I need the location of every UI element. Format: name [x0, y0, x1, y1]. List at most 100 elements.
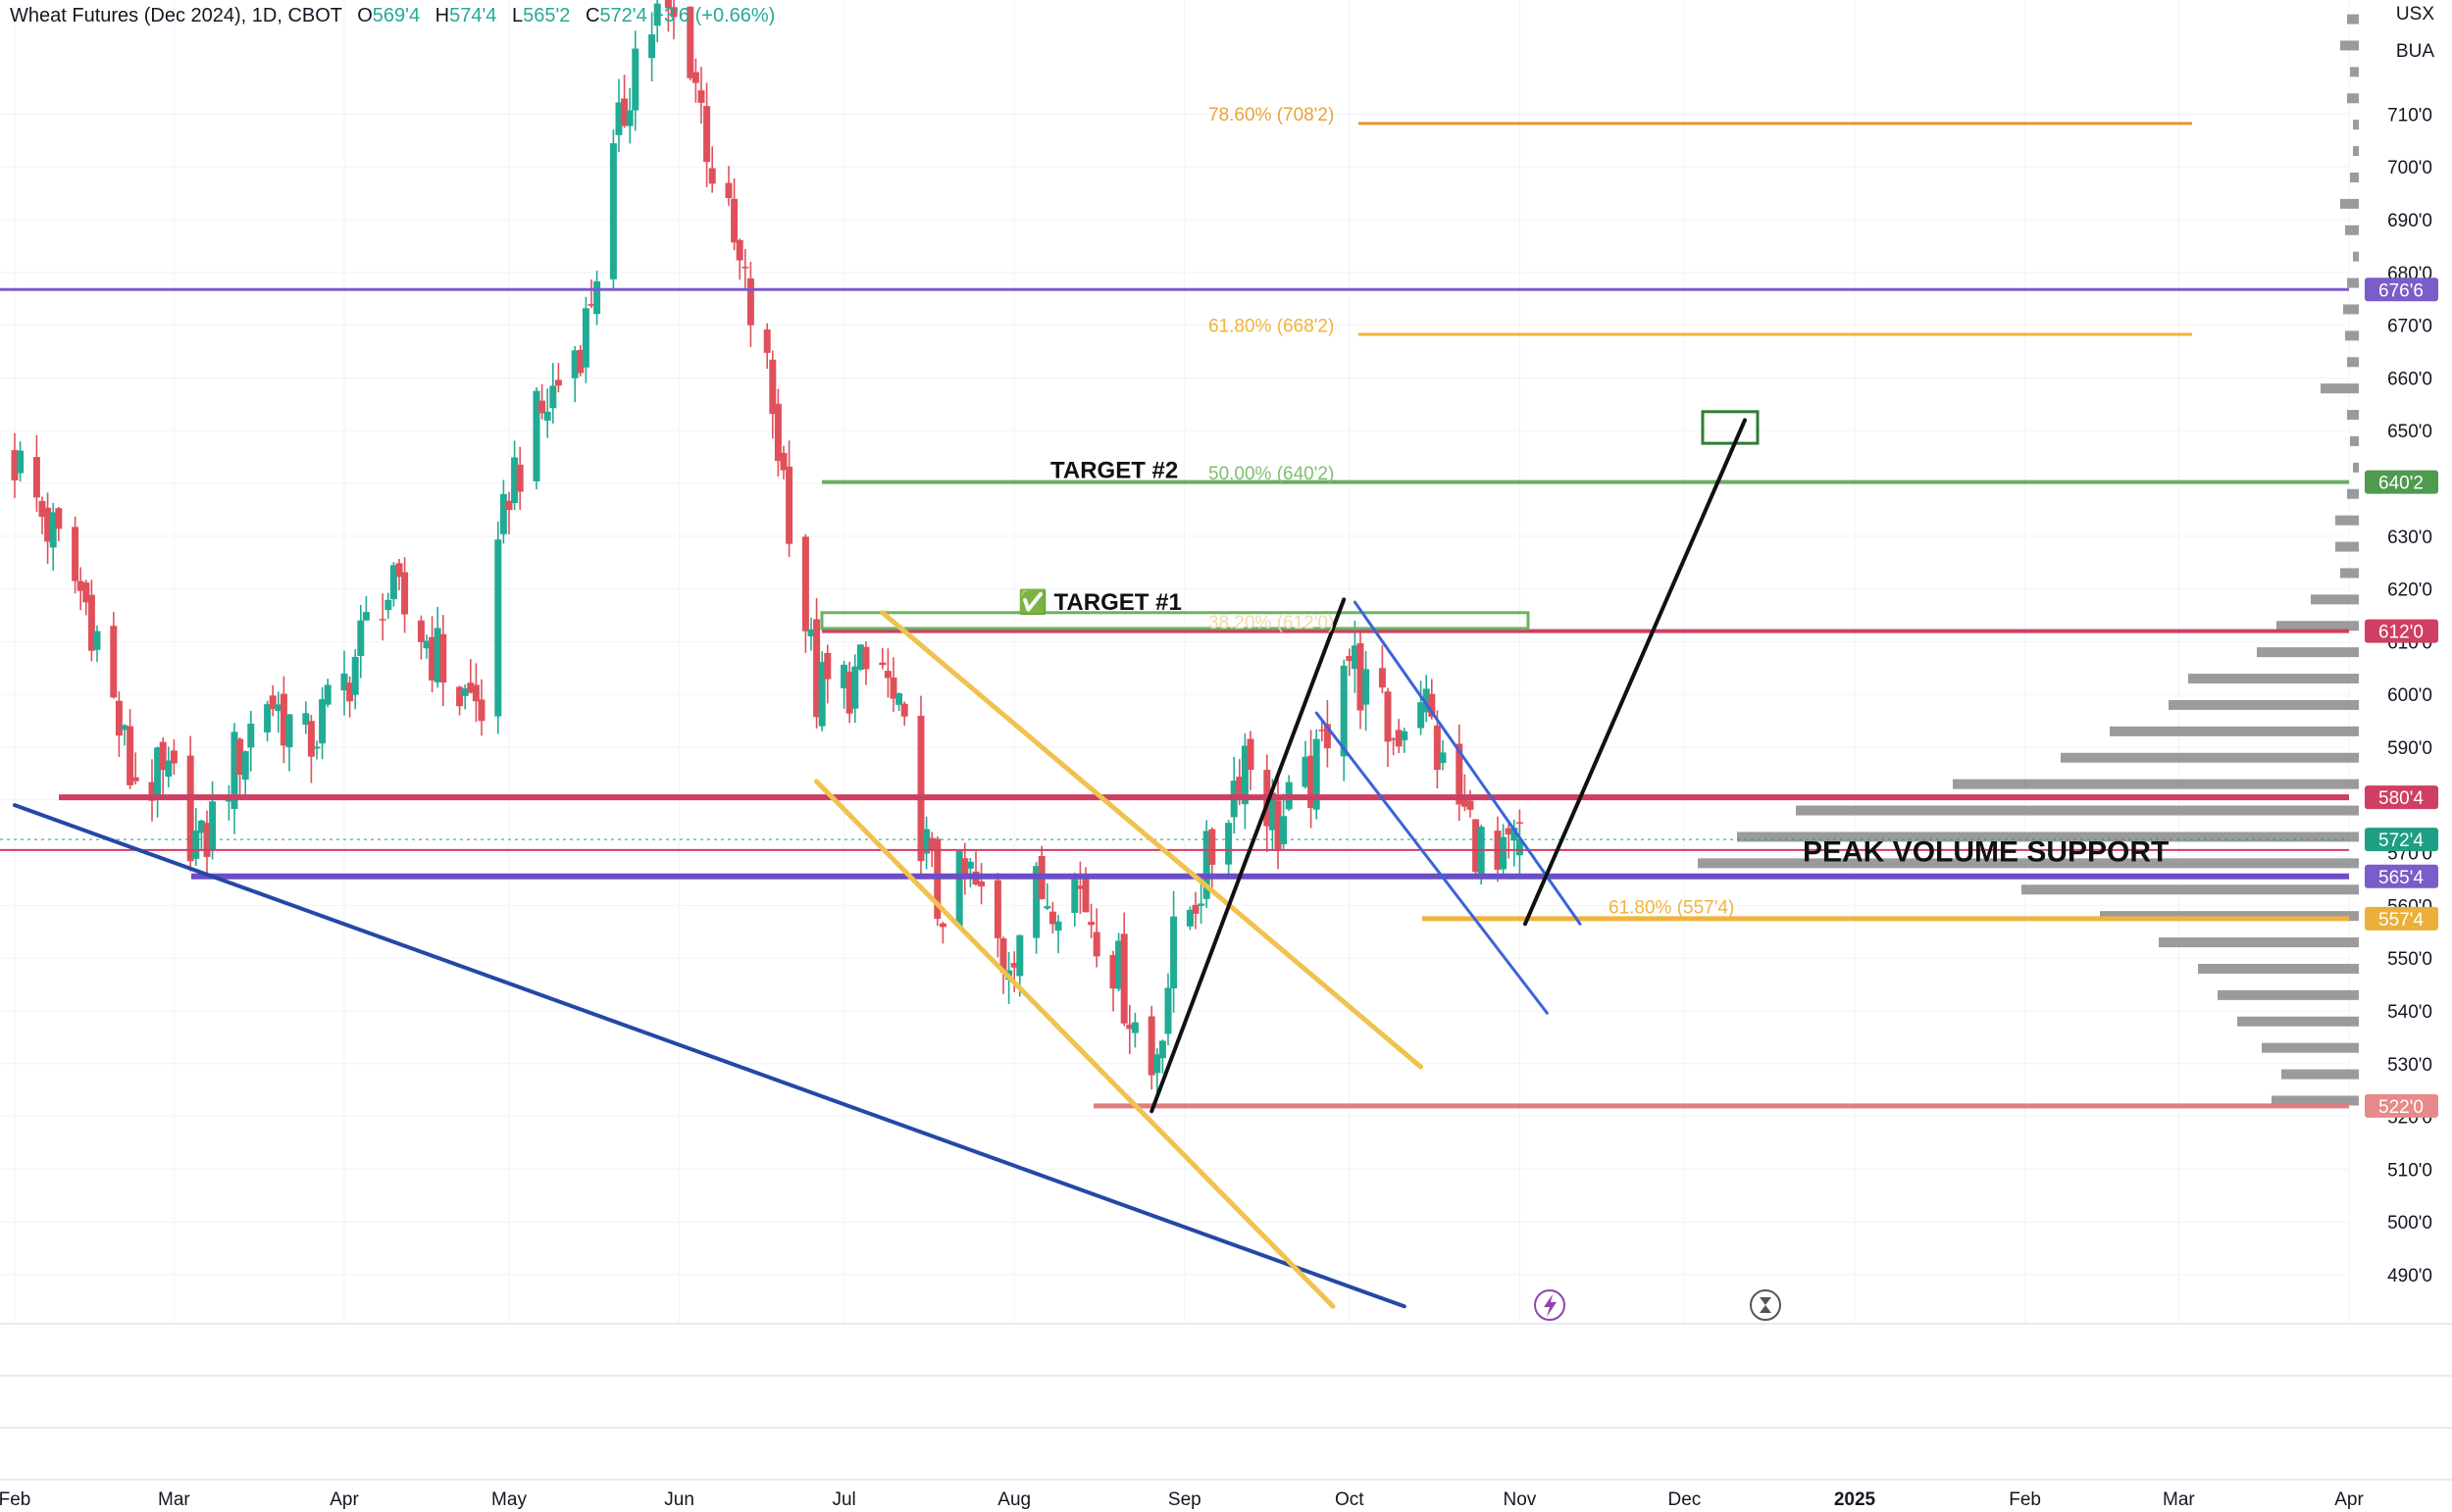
candle-body — [1153, 1054, 1161, 1074]
candle — [691, 58, 699, 103]
candle — [362, 596, 370, 622]
candle — [389, 562, 397, 607]
candle — [845, 661, 853, 724]
candle — [44, 492, 52, 565]
volume-bar — [2169, 699, 2365, 710]
volume-bar — [2188, 674, 2365, 684]
candle — [511, 440, 519, 511]
candle-body — [1082, 879, 1090, 913]
candle-body — [890, 677, 897, 699]
candle-body — [17, 450, 25, 474]
candle-body — [736, 239, 743, 261]
candle-body — [186, 755, 194, 862]
candle — [801, 533, 809, 653]
time-tick-label: Sep — [1168, 1489, 1201, 1510]
candle-body — [423, 640, 431, 649]
candle — [1346, 648, 1354, 677]
candle-body — [851, 666, 859, 709]
candle-body — [1268, 792, 1276, 831]
candle — [1378, 644, 1386, 694]
candle — [346, 676, 354, 718]
candle-body — [1033, 866, 1041, 938]
candle-body — [774, 403, 782, 462]
candle — [472, 663, 480, 723]
candle-body — [1247, 738, 1254, 771]
candle-body — [49, 512, 57, 548]
candle-body — [1422, 688, 1430, 713]
candle — [1241, 732, 1249, 830]
candle — [236, 736, 244, 796]
candle — [994, 873, 1001, 958]
high-label: H — [434, 5, 450, 26]
candle-body — [554, 379, 562, 386]
candle — [841, 660, 848, 709]
candle-body — [708, 168, 716, 184]
price-tick-label: 590'0 — [2387, 738, 2432, 759]
candle — [494, 521, 502, 734]
candle — [439, 615, 447, 707]
candle-body — [856, 644, 864, 670]
candle — [917, 695, 925, 878]
candle-body — [538, 400, 546, 414]
candle-body — [1302, 756, 1309, 787]
low-value: 565'2 — [523, 5, 571, 26]
volume-bar — [2257, 647, 2365, 658]
candle-body — [439, 633, 447, 683]
hourglass-icon[interactable] — [1750, 1289, 1781, 1321]
candle-body — [621, 98, 629, 126]
candle-body — [324, 684, 332, 705]
candle-body — [494, 539, 502, 717]
candle — [516, 446, 524, 510]
volume-bar — [2272, 1095, 2365, 1106]
price-tick-label: 510'0 — [2387, 1160, 2432, 1181]
candle-body — [429, 636, 436, 680]
volume-bar — [2340, 40, 2365, 51]
candle — [1093, 908, 1100, 968]
candle-body — [741, 266, 749, 269]
candle-body — [127, 726, 134, 785]
candle — [1126, 1004, 1134, 1055]
candle — [1460, 774, 1468, 812]
candle-body — [1170, 916, 1178, 989]
candle-body — [587, 304, 595, 306]
candle — [313, 740, 321, 760]
candle — [774, 388, 782, 478]
candle — [1153, 1047, 1161, 1099]
unit-tag[interactable]: BUA — [2395, 41, 2434, 62]
volume-profile — [1698, 14, 2365, 1106]
price-axis: 490'0500'0510'0520'0530'0540'0550'0560'0… — [2359, 0, 2452, 1324]
time-tick-label: Apr — [2334, 1489, 2364, 1510]
candle-body — [165, 760, 173, 778]
candle-body — [154, 747, 162, 795]
candle — [966, 857, 974, 887]
candle-body — [1323, 724, 1331, 749]
time-tick-label: Jul — [832, 1489, 855, 1510]
candle-body — [1433, 725, 1441, 771]
candle — [87, 580, 95, 662]
candle-body — [389, 565, 397, 600]
candle-body — [401, 572, 409, 615]
candle — [456, 685, 464, 716]
candle-body — [1351, 645, 1358, 670]
candle — [780, 445, 788, 479]
volume-bar — [2110, 726, 2365, 736]
price-tick-label: 540'0 — [2387, 1002, 2432, 1023]
candle-body — [1048, 911, 1056, 925]
candle-body — [38, 500, 46, 518]
candle — [1131, 1012, 1139, 1048]
currency-tag[interactable]: USX — [2395, 4, 2434, 25]
volume-bar — [2345, 225, 2365, 235]
candle-body — [434, 628, 441, 682]
candle — [478, 679, 485, 736]
candle-body — [615, 102, 623, 135]
candle-body — [1510, 828, 1518, 841]
lightning-icon[interactable] — [1534, 1289, 1565, 1321]
candle-body — [955, 850, 963, 928]
candle-body — [1456, 743, 1463, 805]
price-tick-label: 630'0 — [2387, 528, 2432, 548]
candle-body — [1071, 875, 1079, 913]
candle-body — [1500, 836, 1507, 870]
candle — [1202, 820, 1210, 908]
volume-bar — [2100, 911, 2365, 922]
